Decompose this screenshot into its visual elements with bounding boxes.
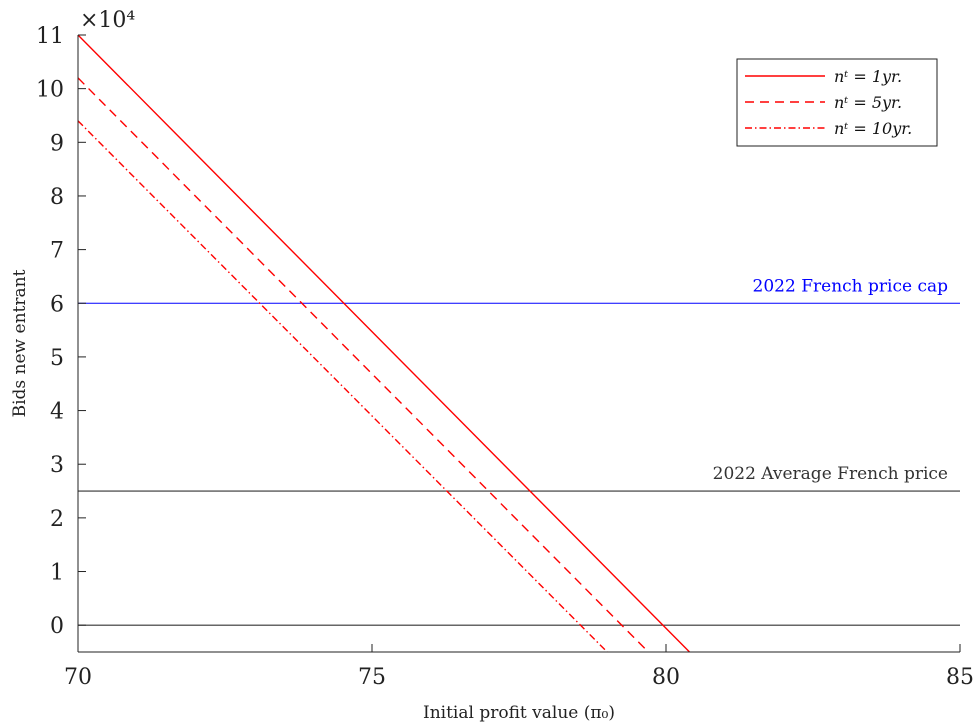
y-tick-label: 5 [50,346,64,371]
legend-entry-label: nᵗ = 10yr. [834,119,912,138]
x-tick-label: 85 [946,665,974,690]
axes [77,34,961,653]
series-line [78,35,691,652]
legend-entry-label: nᵗ = 5yr. [834,93,902,112]
reference-line-label: 2022 Average French price [713,464,948,484]
tick-labels: 2022 French price cap 2022 Average French… [36,24,974,690]
legend-entry-label: nᵗ = 1yr. [834,67,902,86]
x-axis-label: Initial profit value (π₀) [423,703,615,723]
y-tick-label: 8 [50,185,64,210]
reference-line-label: 2022 French price cap [753,276,949,296]
y-tick-label: 7 [50,239,64,264]
x-tick-label: 80 [652,665,680,690]
y-tick-label: 2 [50,507,64,532]
y-tick-label: 10 [36,78,64,103]
y-tick-label: 1 [50,561,64,586]
series-line [78,77,649,652]
x-tick-label: 70 [64,665,92,690]
y-tick-label: 0 [50,614,64,639]
x-tick-label: 75 [358,665,386,690]
y-exponent-label: ×10⁴ [80,8,135,33]
y-tick-label: 3 [50,453,64,478]
y-tick-label: 6 [50,292,64,317]
y-axis-label: Bids new entrant [10,269,30,417]
y-tick-label: 11 [36,24,64,49]
plot-area [78,35,960,652]
legend: nᵗ = 1yr. nᵗ = 5yr. nᵗ = 10yr. [736,58,938,147]
series-line [78,120,608,652]
y-tick-label: 9 [50,131,64,156]
legend-box [736,58,938,147]
y-tick-label: 4 [50,400,64,425]
